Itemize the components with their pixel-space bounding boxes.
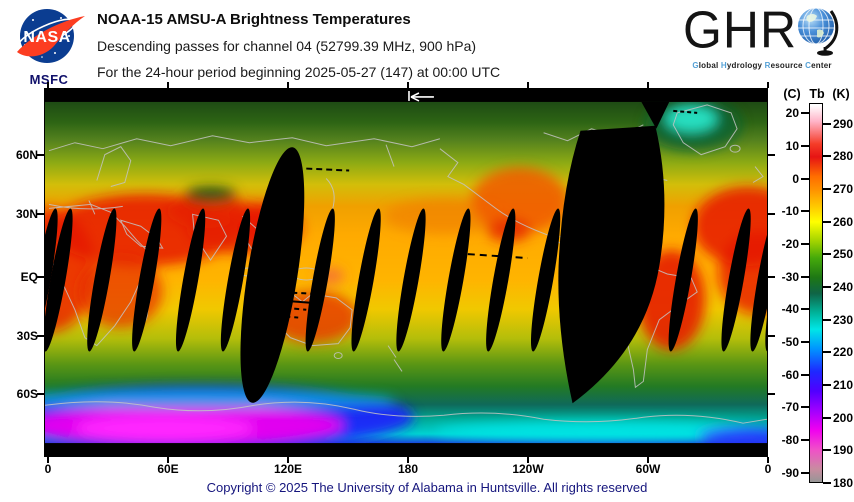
lat-tick-left bbox=[37, 393, 44, 395]
colorbar-kelvin-tick bbox=[823, 449, 831, 452]
copyright-text: Copyright © 2025 The University of Alaba… bbox=[206, 480, 648, 495]
colorbar-celsius-tick bbox=[801, 210, 809, 213]
colorbar-kelvin-label: 220 bbox=[833, 345, 854, 360]
colorbar-kelvin-tick bbox=[823, 187, 831, 190]
scan-start-arrow-icon bbox=[408, 90, 434, 102]
lat-tick-left bbox=[37, 335, 44, 337]
colorbar-celsius-label: -10 bbox=[781, 204, 799, 219]
ghrc-tagline: Global Hydrology Resource Center bbox=[692, 61, 832, 70]
msfc-label: MSFC bbox=[29, 72, 69, 87]
lat-tick-right bbox=[768, 393, 775, 395]
colorbar-celsius-tick bbox=[801, 471, 809, 474]
colorbar-kelvin-tick bbox=[823, 416, 831, 419]
subtitle-period: For the 24-hour period beginning 2025-05… bbox=[97, 64, 501, 80]
colorbar-title: Tb bbox=[809, 87, 825, 101]
lat-tick-right bbox=[768, 276, 775, 278]
colorbar-kelvin-label: 250 bbox=[833, 247, 854, 262]
colorbar-celsius-tick bbox=[801, 439, 809, 442]
lon-tick-label: 120E bbox=[273, 462, 303, 476]
lat-tick-left bbox=[37, 276, 44, 278]
colorbar-celsius-tick bbox=[801, 242, 809, 245]
colorbar-kelvin-label: 240 bbox=[833, 279, 854, 294]
colorbar-kelvin-tick bbox=[823, 285, 831, 288]
lon-tick-bottom bbox=[527, 457, 529, 463]
lat-tick-label: 60S bbox=[16, 387, 38, 401]
lat-tick-label: 30S bbox=[16, 329, 38, 343]
lon-tick-bottom bbox=[767, 457, 769, 463]
nasa-logo-icon: NASA bbox=[17, 9, 85, 63]
colorbar-celsius-label: -60 bbox=[781, 367, 799, 382]
colorbar bbox=[809, 103, 823, 483]
lon-tick-bottom bbox=[47, 457, 49, 463]
colorbar-celsius-tick bbox=[801, 406, 809, 409]
nasa-msfc-block: NASA MSFC bbox=[8, 5, 90, 87]
colorbar-celsius-label: -80 bbox=[781, 433, 799, 448]
colorbar-kelvin-label: 260 bbox=[833, 214, 854, 229]
colorbar-celsius-label: -20 bbox=[781, 236, 799, 251]
colorbar-kelvin-unit: (K) bbox=[832, 87, 850, 101]
subtitle-channel: Descending passes for channel 04 (52799.… bbox=[97, 38, 477, 54]
colorbar-kelvin-label: 290 bbox=[833, 116, 854, 131]
lon-tick-bottom bbox=[167, 457, 169, 463]
lat-tick-right bbox=[768, 154, 775, 156]
lon-tick-label: 0 bbox=[764, 462, 772, 476]
ghrc-logo-block: GHR bbox=[676, 0, 848, 70]
colorbar-celsius-tick bbox=[801, 112, 809, 115]
lat-tick-right bbox=[768, 213, 775, 215]
lon-tick-label: 60W bbox=[635, 462, 661, 476]
page-title: NOAA-15 AMSU-A Brightness Temperatures bbox=[97, 11, 411, 28]
brightness-temperature-map bbox=[44, 88, 768, 457]
lat-tick-label: EQ bbox=[20, 270, 38, 284]
colorbar-celsius-tick bbox=[801, 177, 809, 180]
colorbar-kelvin-tick bbox=[823, 253, 831, 256]
colorbar-celsius-tick bbox=[801, 275, 809, 278]
nasa-wordmark: NASA bbox=[23, 29, 70, 46]
colorbar-kelvin-label: 190 bbox=[833, 443, 854, 458]
lat-tick-label: 60N bbox=[15, 148, 38, 162]
lat-tick-left bbox=[37, 213, 44, 215]
colorbar-celsius-label: 0 bbox=[792, 171, 799, 186]
lon-tick-bottom bbox=[407, 457, 409, 463]
colorbar-kelvin-tick bbox=[823, 351, 831, 354]
colorbar-kelvin-label: 230 bbox=[833, 312, 854, 327]
ghrc-globe-icon bbox=[798, 7, 839, 56]
colorbar-celsius-unit: (C) bbox=[783, 87, 801, 101]
colorbar-celsius-label: -40 bbox=[781, 302, 799, 317]
colorbar-celsius-label: -30 bbox=[781, 269, 799, 284]
colorbar-kelvin-label: 270 bbox=[833, 181, 854, 196]
lon-tick-label: 180 bbox=[397, 462, 419, 476]
colorbar-kelvin-label: 280 bbox=[833, 149, 854, 164]
title-block: NOAA-15 AMSU-A Brightness Temperatures D… bbox=[97, 7, 500, 85]
colorbar-celsius-tick bbox=[801, 341, 809, 343]
colorbar-celsius-label: 20 bbox=[785, 106, 799, 121]
colorbar-kelvin-label: 200 bbox=[833, 410, 854, 425]
colorbar-celsius-label: -50 bbox=[781, 335, 799, 349]
lon-tick-bottom bbox=[647, 457, 649, 463]
lon-tick-label: 60E bbox=[157, 462, 179, 476]
colorbar-kelvin-tick bbox=[823, 122, 831, 125]
colorbar-kelvin-tick bbox=[823, 383, 831, 386]
pass-gap-swaths bbox=[45, 101, 767, 404]
colorbar-kelvin-tick bbox=[823, 318, 831, 321]
flag-lines bbox=[272, 109, 698, 319]
colorbar-celsius-label: -90 bbox=[781, 465, 799, 480]
map-canvas bbox=[45, 89, 767, 456]
colorbar-kelvin-label: 210 bbox=[833, 377, 854, 392]
colorbar-celsius-label: -70 bbox=[781, 400, 799, 415]
colorbar-kelvin-tick bbox=[823, 220, 831, 223]
lon-tick-label: 0 bbox=[44, 462, 52, 476]
lat-tick-left bbox=[37, 154, 44, 156]
lat-tick-right bbox=[768, 335, 775, 337]
lon-tick-label: 120W bbox=[512, 462, 544, 476]
lat-tick-label: 30N bbox=[15, 207, 38, 221]
colorbar-celsius-tick bbox=[801, 373, 809, 376]
ghrc-wordmark: GHR bbox=[682, 0, 798, 60]
colorbar-celsius-tick bbox=[801, 308, 809, 311]
colorbar-celsius-label: 10 bbox=[785, 138, 799, 153]
colorbar-celsius-tick bbox=[801, 144, 809, 147]
lon-tick-bottom bbox=[287, 457, 289, 463]
colorbar-kelvin-tick bbox=[823, 155, 831, 158]
